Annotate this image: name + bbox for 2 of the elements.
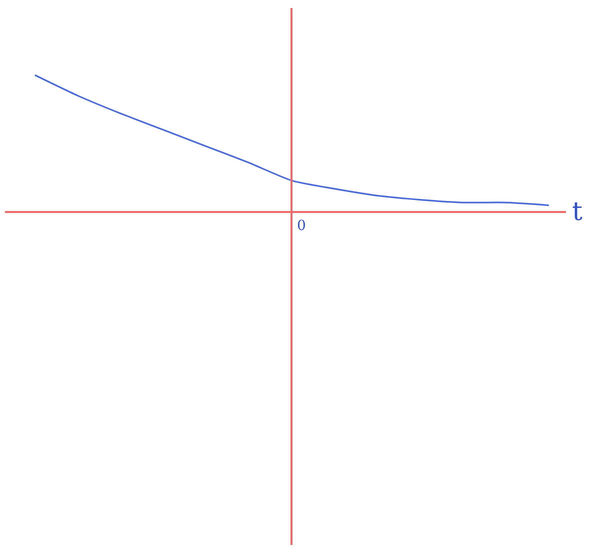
text: 0 xyxy=(297,218,306,234)
x-axis-title: t xyxy=(572,197,583,227)
